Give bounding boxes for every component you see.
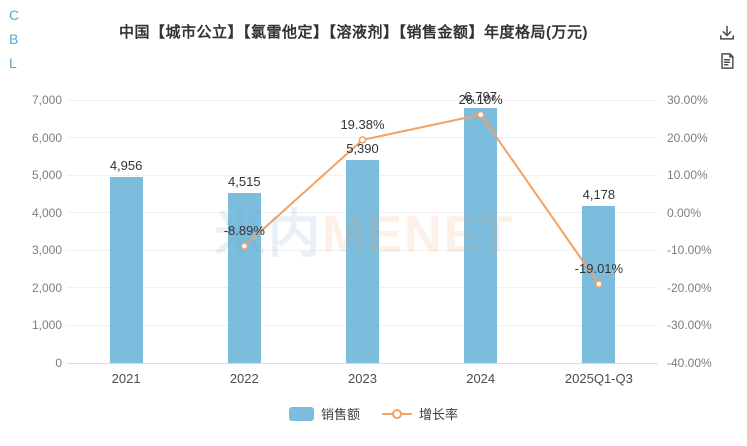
chart-toolbar (717, 23, 737, 71)
legend: 销售额 增长率 (0, 404, 747, 423)
category-label: 2021 (111, 371, 141, 386)
right-axis-tick: -30.00% (667, 318, 712, 333)
report-icon[interactable] (717, 51, 737, 71)
bar-value-label: 4,515 (228, 174, 261, 190)
bar-value-label: 4,956 (109, 157, 143, 173)
line-point[interactable] (240, 242, 249, 250)
sidebar-letter: L (9, 55, 17, 71)
left-axis-tick: 5,000 (31, 168, 62, 183)
bar-2021[interactable] (109, 176, 143, 363)
left-axis-tick: 3,000 (31, 243, 62, 258)
left-axis-tick: 7,000 (31, 93, 62, 107)
line-point[interactable] (358, 136, 367, 144)
gridline (67, 99, 658, 101)
bar-2023[interactable] (346, 160, 379, 363)
download-icon[interactable] (717, 23, 737, 43)
growth-value-label: -8.89% (223, 223, 265, 239)
x-axis-line (67, 362, 658, 364)
left-axis-tick: 4,000 (31, 205, 62, 220)
right-axis-tick: 10.00% (667, 168, 708, 183)
chart-title: 中国【城市公立】【氯雷他定】【溶液剂】【销售金额】年度格局(万元) (119, 24, 588, 41)
growth-line (243, 113, 600, 285)
legend-label-growth: 增长率 (419, 407, 459, 422)
bar-value-label: 4,178 (582, 187, 616, 203)
line-point[interactable] (476, 110, 485, 119)
bar-value-label: 6,797 (464, 88, 497, 104)
left-axis-tick: 6,000 (31, 130, 62, 145)
growth-value-label: 19.38% (340, 116, 385, 132)
category-label: 2023 (348, 371, 377, 386)
growth-value-label: 26.10% (458, 91, 503, 107)
legend-item-sales[interactable]: 销售额 (288, 404, 360, 423)
right-axis-tick: 30.00% (667, 93, 708, 107)
left-axis-tick: 1,000 (31, 318, 62, 333)
right-axis-tick: 20.00% (667, 130, 708, 145)
right-axis-tick: 0.00% (667, 205, 702, 220)
legend-item-growth[interactable]: 增长率 (382, 404, 458, 423)
line-point[interactable] (595, 280, 603, 288)
bar-2022[interactable] (227, 193, 261, 363)
legend-line-swatch (382, 407, 412, 421)
sidebar-letter: C (9, 7, 20, 23)
sidebar-letter: B (9, 31, 19, 47)
category-label: 2022 (229, 371, 259, 386)
growth-value-label: -19.01% (574, 261, 624, 277)
category-label: 2024 (466, 371, 496, 386)
right-axis-tick: -40.00% (667, 356, 712, 370)
legend-bar-swatch (288, 406, 314, 421)
left-axis-tick: 2,000 (31, 280, 62, 295)
bar-value-label: 5,390 (346, 141, 379, 157)
left-axis-tick: 0 (55, 356, 62, 370)
category-label: 2025Q1-Q3 (564, 371, 633, 386)
legend-label-sales: 销售额 (320, 407, 360, 422)
bar-2024[interactable] (464, 107, 498, 363)
right-axis-tick: -10.00% (667, 243, 712, 258)
right-axis-tick: -20.00% (667, 280, 712, 295)
